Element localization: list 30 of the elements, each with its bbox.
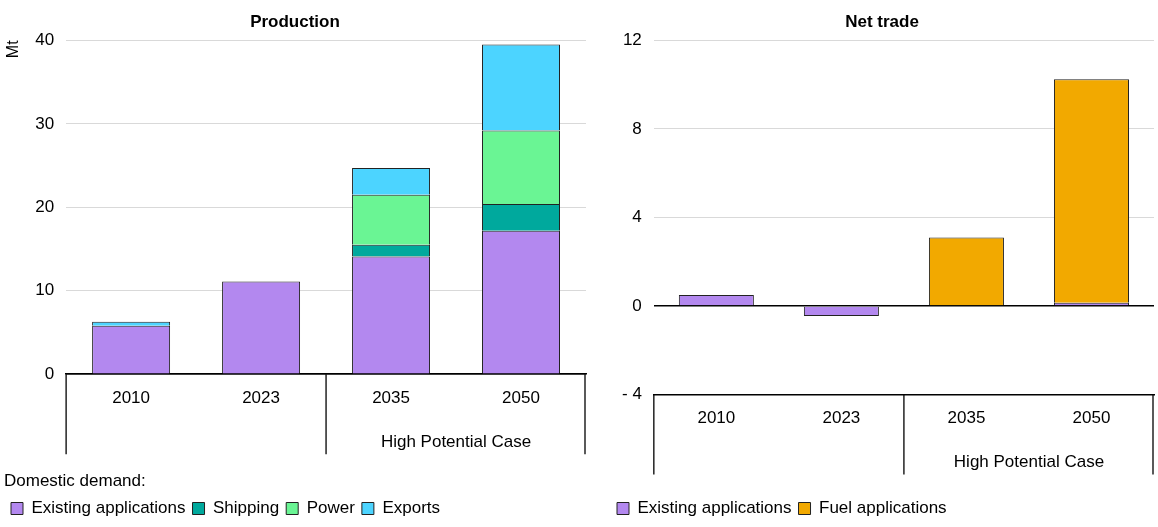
legend-label: Exports (382, 498, 441, 518)
x-tick-label: 2023 (242, 388, 280, 408)
y-tick-label: 20 (35, 196, 55, 216)
x-tick-label: 2035 (947, 408, 986, 428)
x-tick-label: 2023 (822, 408, 861, 428)
y-tick-label: 8 (632, 118, 642, 138)
x-tick-label: 2050 (1072, 408, 1111, 428)
y-tick-label: 0 (44, 363, 55, 383)
y-tick-label: 12 (622, 30, 642, 50)
legend-label: Fuel applications (819, 498, 947, 518)
chart-title: Net trade (845, 11, 919, 31)
legend-label: Power (306, 498, 356, 518)
x-tick-label: 2010 (697, 408, 736, 428)
y-axis-title: Mt (4, 39, 22, 59)
y-tick-label: 0 (632, 295, 642, 315)
x-tick-label: 2010 (112, 388, 151, 408)
legend-label: Existing applications (31, 498, 186, 518)
legend-label: Shipping (213, 498, 280, 518)
y-tick-label: 40 (35, 30, 55, 50)
y-tick-label: 30 (35, 113, 55, 133)
x-tick-label: 2035 (372, 388, 410, 408)
text: High Potential Case (953, 452, 1105, 472)
y-tick-label: 4 (632, 207, 642, 227)
text: High Potential Case (380, 431, 532, 451)
legend-title: Domestic demand: (4, 470, 146, 490)
y-tick-label: 10 (35, 280, 55, 300)
x-tick-label: 2050 (502, 388, 540, 408)
y-tick-label: - 4 (622, 384, 642, 404)
chart-title: Production (250, 11, 340, 31)
legend-label: Existing applications (637, 498, 792, 518)
